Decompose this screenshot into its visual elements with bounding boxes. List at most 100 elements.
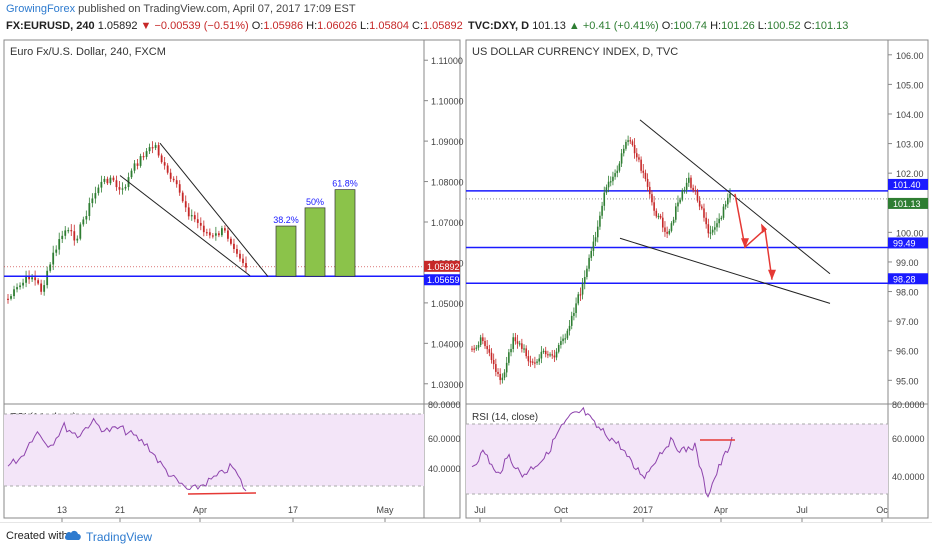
dxy-candle (601, 205, 603, 216)
dxy-xtick-label: Jul (474, 505, 486, 515)
eurusd-candle (115, 180, 118, 188)
dxy-symbol: TVC:DXY, D (468, 20, 530, 32)
charts-svg[interactable]: Euro Fx/U.S. Dollar, 240, FXCM US DOLLAR… (0, 36, 932, 522)
dxy-price-tag-text: 99.49 (893, 238, 916, 248)
dxy-price-tag-text: 101.40 (893, 180, 921, 190)
eurusd-candle (34, 277, 37, 281)
dxy-candle (703, 208, 705, 218)
dxy-candle (618, 163, 621, 171)
eurusd-candle (148, 147, 151, 152)
eurusd-candle (214, 233, 217, 236)
eurusd-candle (145, 151, 148, 157)
dxy-xtick-label: Apr (714, 505, 728, 515)
dxy-candle (635, 153, 638, 158)
author-link[interactable]: GrowingForex (6, 3, 76, 15)
dxy-candle (568, 325, 571, 331)
eurusd-candle (10, 296, 12, 299)
dxy-candle (714, 227, 716, 230)
eurusd-candle (46, 270, 49, 286)
dxy-candle (514, 337, 517, 342)
dxy-candle (627, 140, 629, 142)
dxy-candle (542, 350, 545, 353)
eurusd-candle (202, 225, 205, 233)
eurusd-symbol: FX:EURUSD, 240 (6, 20, 95, 32)
dxy-candle (668, 230, 671, 234)
dxy-candle (534, 362, 536, 364)
dxy-price-tag (888, 273, 928, 285)
dxy-candle (553, 355, 556, 358)
eurusd-ytick-label: 1.09000 (431, 137, 464, 147)
eurusd-candle (136, 163, 139, 166)
dxy-rsi-title: RSI (14, close) (472, 412, 538, 423)
eurusd-price: 1.05892 (97, 20, 138, 32)
chart-area[interactable]: Euro Fx/U.S. Dollar, 240, FXCM US DOLLAR… (0, 36, 932, 522)
eurusd-candle (64, 230, 67, 236)
dxy-high: 101.26 (721, 20, 755, 32)
eurusd-target-label: 50% (306, 197, 324, 207)
eurusd-candle (236, 248, 238, 254)
tradingview-brand-link[interactable]: TradingView (86, 530, 153, 544)
eurusd-candle (112, 177, 115, 181)
published-text: published on TradingView.com, April 07, … (75, 3, 356, 15)
eurusd-rsi-trendline (187, 492, 257, 495)
dxy-candle (562, 338, 564, 342)
eurusd-xtick-label: May (376, 505, 394, 515)
dxy-candle (672, 219, 675, 224)
dxy-candle (594, 237, 597, 242)
dxy-quote: TVC:DXY, D 101.13 ▲ +0.41 (+0.41%) O:100… (468, 20, 849, 32)
dxy-ytick-label: 98.00 (896, 288, 919, 298)
eurusd-support-price-tag (424, 274, 460, 286)
dxy-candle (529, 361, 532, 363)
eurusd-candle (109, 177, 112, 184)
up-arrow-icon: ▲ (568, 20, 580, 32)
eurusd-candle (58, 239, 61, 250)
dxy-candle (705, 217, 707, 225)
dxy-price: 101.13 (532, 20, 566, 32)
dxy-candle (622, 148, 625, 154)
eurusd-candle (172, 178, 175, 181)
eurusd-xtick-label: 17 (288, 505, 298, 515)
dxy-candle (683, 189, 686, 192)
dxy-candle (471, 348, 473, 350)
dxy-candle (583, 276, 586, 284)
eurusd-candle (28, 276, 30, 280)
eurusd-ytick-label: 1.08000 (431, 178, 464, 188)
eurusd-candle (224, 228, 226, 231)
dxy-ytick-label: 100.00 (896, 228, 924, 238)
dxy-candle (596, 226, 599, 238)
dxy-arrow-head (768, 269, 776, 280)
dxy-plot: 106.00105.00104.00103.00102.00101.00100.… (466, 51, 928, 522)
dxy-candle (648, 186, 651, 195)
eurusd-xtick-label: 13 (57, 505, 67, 515)
dxy-candle (475, 347, 478, 349)
eurusd-candle (82, 219, 85, 225)
dxy-xtick-label: Jul (796, 505, 808, 515)
dxy-lower-trendline (619, 237, 831, 304)
dxy-candle (664, 227, 666, 232)
dxy-xtick-label: Oct (554, 505, 569, 515)
dxy-candle (651, 194, 653, 203)
dxy-candle (707, 224, 710, 234)
eurusd-close: 1.05892 (423, 20, 463, 32)
footer: Created with TradingView (0, 522, 932, 551)
dxy-arrow-head (741, 238, 749, 249)
publish-info: GrowingForex published on TradingView.co… (6, 3, 356, 15)
eurusd-candle (103, 178, 106, 182)
eurusd-candle (133, 163, 136, 171)
dxy-projection-path (734, 193, 773, 280)
dxy-candle (503, 372, 506, 378)
dxy-candle (701, 206, 703, 209)
dxy-candle (482, 337, 484, 341)
eurusd-chart-title: Euro Fx/U.S. Dollar, 240, FXCM (10, 46, 166, 58)
down-arrow-icon: ▼ (140, 20, 152, 32)
eurusd-candle (227, 230, 229, 239)
dxy-rsi-ytick: 60.0000 (892, 434, 925, 444)
dxy-price-tag (888, 197, 928, 209)
eurusd-candle (55, 249, 58, 253)
dxy-rsi-ytick: 80.0000 (892, 400, 925, 410)
dxy-candle (499, 373, 501, 381)
dxy-ytick-label: 96.00 (896, 347, 919, 357)
dxy-candle (607, 181, 610, 188)
eurusd-target-label: 61.8% (332, 179, 358, 189)
dxy-candle (590, 250, 593, 258)
